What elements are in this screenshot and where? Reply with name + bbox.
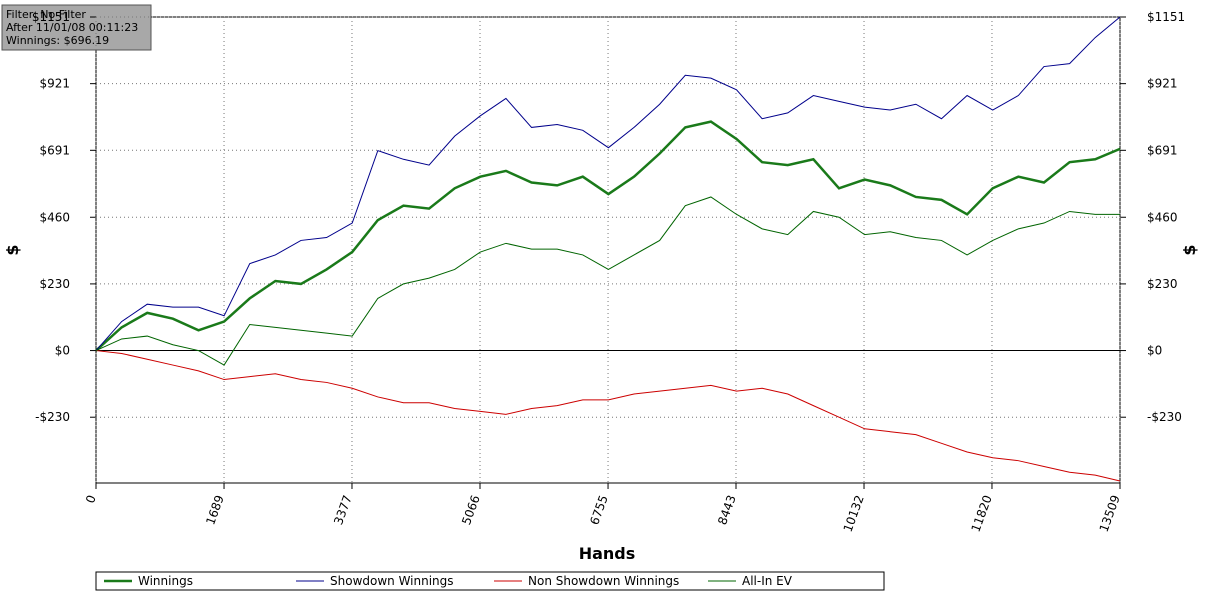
legend-label: Non Showdown Winnings <box>528 574 679 588</box>
info-line: Filter: No Filter <box>6 8 86 21</box>
y2-tick-label: -$230 <box>1147 410 1182 424</box>
x-tick-label: 6755 <box>587 493 611 526</box>
y2-tick-label: $921 <box>1147 77 1178 91</box>
series-line <box>95 120 1121 352</box>
x-tick-label: 1689 <box>203 493 227 526</box>
x-tick-label: 5066 <box>459 493 483 526</box>
y-tick-label: $921 <box>39 77 70 91</box>
y2-tick-label: $691 <box>1147 143 1178 157</box>
info-box <box>1 4 152 51</box>
x-axis-label: Hands <box>579 544 636 563</box>
info-line: After 11/01/08 00:11:23 <box>6 21 138 34</box>
legend-label: Winnings <box>138 574 193 588</box>
legend <box>95 571 885 591</box>
y-tick-label: $0 <box>55 344 70 358</box>
y-tick-label: -$230 <box>35 410 70 424</box>
x-tick-label: 13509 <box>1097 493 1123 534</box>
y-tick-label: $691 <box>39 143 70 157</box>
info-line: Winnings: $696.19 <box>6 34 109 47</box>
legend-label: Showdown Winnings <box>330 574 454 588</box>
x-tick-label: 0 <box>83 493 99 505</box>
y2-tick-label: $0 <box>1147 344 1162 358</box>
y2-axis-label: $ <box>1180 244 1199 255</box>
series-line <box>95 350 1121 482</box>
y-axis-label: $ <box>3 244 22 255</box>
x-tick-label: 11820 <box>969 493 995 534</box>
y2-tick-label: $1151 <box>1147 10 1185 24</box>
y-tick-label: $230 <box>39 277 70 291</box>
x-tick-label: 3377 <box>331 493 355 526</box>
series-line <box>95 16 1121 351</box>
x-tick-label: 8443 <box>715 493 739 526</box>
y-tick-label: $460 <box>39 210 70 224</box>
y2-tick-label: $230 <box>1147 277 1178 291</box>
y2-tick-label: $460 <box>1147 210 1178 224</box>
series-line <box>95 196 1120 366</box>
x-tick-label: 10132 <box>841 493 867 534</box>
legend-label: All-In EV <box>742 574 793 588</box>
y-tick-label: $1151 <box>32 10 70 24</box>
